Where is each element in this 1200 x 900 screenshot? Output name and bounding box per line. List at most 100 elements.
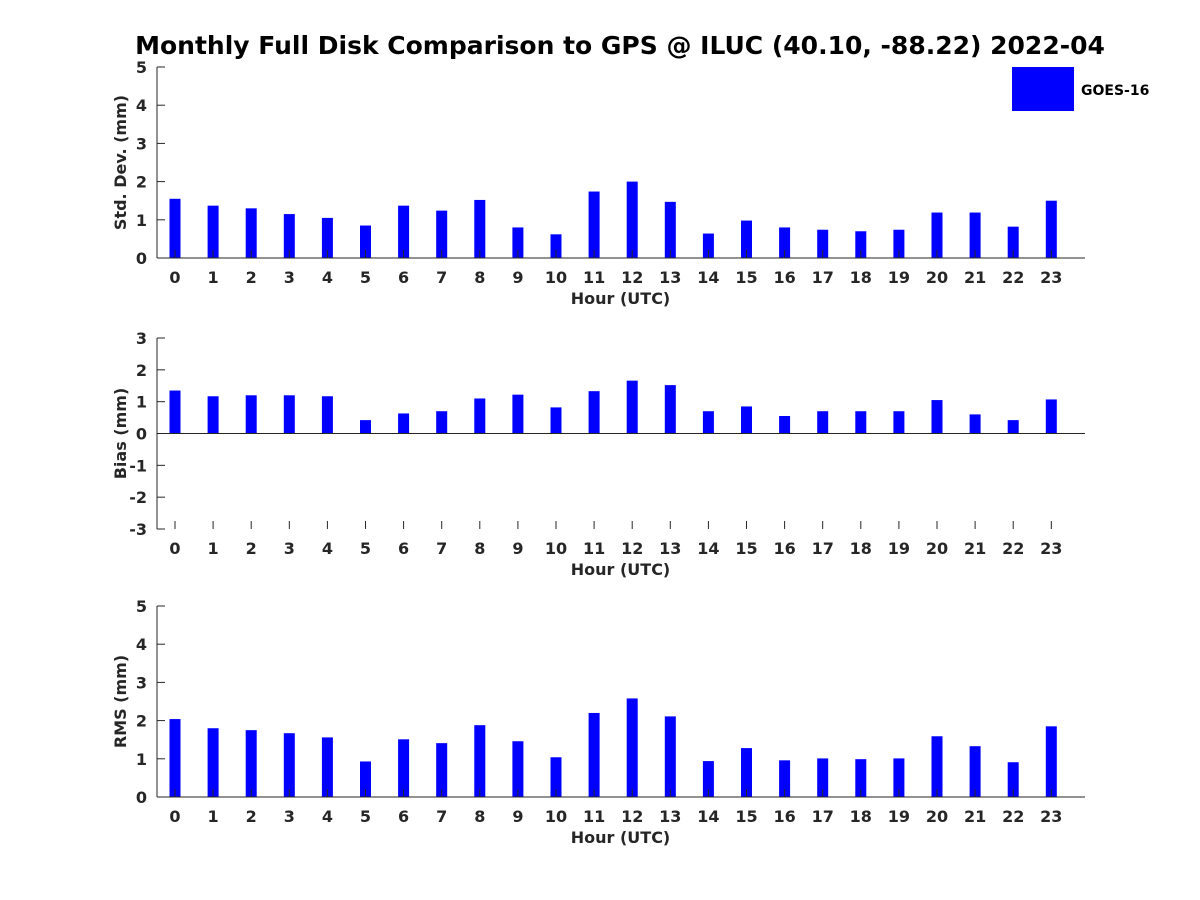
rms-bar-5 — [360, 761, 371, 797]
bias-x-tick-label: 21 — [964, 539, 986, 558]
std-dev-x-tick-label: 9 — [512, 268, 523, 287]
bias-x-tick-label: 17 — [812, 539, 834, 558]
std-dev-bar-18 — [855, 231, 867, 258]
rms-bar-2 — [245, 730, 257, 797]
rms-x-tick-label: 2 — [246, 807, 257, 826]
std-dev-x-tick-label: 11 — [583, 268, 605, 287]
rms-bar-20 — [931, 736, 943, 797]
rms-y-tick-label: 1 — [136, 750, 147, 769]
std-dev-x-tick-label: 21 — [964, 268, 986, 287]
rms-x-tick-label: 12 — [621, 807, 643, 826]
bias-x-tick-label: 4 — [322, 539, 333, 558]
bias-bar-2 — [245, 395, 257, 434]
bias-bar-18 — [855, 411, 867, 434]
std-dev-bar-14 — [702, 233, 714, 258]
bias-x-tick-label: 2 — [246, 539, 257, 558]
std-dev-bar-2 — [245, 208, 257, 258]
std-dev-y-tick-label: 5 — [136, 58, 147, 77]
legend-label: GOES-16 — [1081, 83, 1149, 99]
rms-x-tick-label: 17 — [812, 807, 834, 826]
rms-bar-6 — [398, 739, 410, 797]
bias-x-tick-label: 16 — [773, 539, 795, 558]
bias-x-tick-label: 10 — [545, 539, 567, 558]
bias-bar-23 — [1045, 399, 1057, 434]
rms-bar-15 — [741, 748, 752, 797]
bias-x-tick-label: 8 — [474, 539, 485, 558]
std-dev-bar-0 — [169, 198, 181, 258]
legend: GOES-16 — [1012, 67, 1149, 111]
bias-y-tick-label: -2 — [129, 488, 147, 507]
bias-y-tick-label: 1 — [136, 393, 147, 412]
std-dev-bar-11 — [588, 191, 600, 258]
bias-bar-10 — [550, 407, 562, 434]
rms-y-tick-label: 0 — [136, 788, 147, 807]
rms-x-tick-label: 10 — [545, 807, 567, 826]
bias-bar-20 — [931, 400, 943, 434]
bias-bar-1 — [207, 396, 219, 434]
bias-x-tick-label: 18 — [850, 539, 872, 558]
rms-bar-1 — [207, 728, 219, 797]
std-dev-x-tick-label: 22 — [1002, 268, 1024, 287]
std-dev-bar-8 — [474, 199, 486, 258]
std-dev-x-tick-label: 18 — [850, 268, 872, 287]
bias-x-tick-label: 6 — [398, 539, 409, 558]
std-dev-bar-10 — [550, 234, 562, 258]
rms-bar-23 — [1045, 726, 1057, 797]
bias-bar-3 — [283, 395, 295, 434]
rms-x-tick-label: 6 — [398, 807, 409, 826]
rms-x-tick-label: 8 — [474, 807, 485, 826]
std-dev-x-tick-label: 5 — [360, 268, 371, 287]
rms-bar-13 — [664, 716, 676, 797]
std-dev-x-tick-label: 4 — [322, 268, 333, 287]
rms-y-tick-label: 5 — [136, 597, 147, 616]
rms-x-tick-label: 11 — [583, 807, 605, 826]
std-dev-bar-21 — [969, 212, 981, 258]
rms-x-tick-label: 22 — [1002, 807, 1024, 826]
std-dev-x-tick-label: 8 — [474, 268, 485, 287]
rms-y-axis-label: RMS (mm) — [111, 655, 130, 748]
rms-x-tick-label: 5 — [360, 807, 371, 826]
rms-x-tick-label: 0 — [169, 807, 180, 826]
rms-bar-17 — [817, 758, 829, 797]
rms-bar-14 — [702, 761, 714, 797]
bias-x-tick-label: 3 — [284, 539, 295, 558]
bias-bar-16 — [779, 415, 791, 434]
rms-bar-7 — [436, 743, 448, 797]
bias-x-tick-label: 11 — [583, 539, 605, 558]
bias-x-tick-label: 19 — [888, 539, 910, 558]
rms-x-tick-label: 15 — [735, 807, 757, 826]
rms-x-tick-label: 18 — [850, 807, 872, 826]
std-dev-bar-13 — [664, 201, 676, 258]
bias-x-tick-label: 9 — [512, 539, 523, 558]
std-dev-x-tick-label: 14 — [697, 268, 719, 287]
std-dev-x-tick-label: 13 — [659, 268, 681, 287]
bias-bar-12 — [626, 380, 638, 434]
std-dev-y-tick-label: 2 — [136, 173, 147, 192]
std-dev-x-tick-label: 19 — [888, 268, 910, 287]
rms-bar-19 — [893, 758, 905, 797]
rms-x-axis-label: Hour (UTC) — [571, 828, 671, 847]
std-dev-bar-15 — [741, 220, 752, 258]
rms-bar-18 — [855, 759, 867, 797]
std-dev-x-tick-label: 3 — [284, 268, 295, 287]
std-dev-bar-3 — [283, 214, 295, 258]
rms-x-tick-label: 7 — [436, 807, 447, 826]
bias-bar-6 — [398, 413, 410, 434]
std-dev-bar-16 — [779, 227, 791, 258]
rms-x-tick-label: 19 — [888, 807, 910, 826]
rms-bar-9 — [512, 741, 524, 797]
bias-bar-15 — [741, 406, 752, 434]
bias-bar-9 — [512, 394, 524, 434]
bias-x-tick-label: 0 — [169, 539, 180, 558]
std-dev-x-tick-label: 1 — [208, 268, 219, 287]
rms-bar-16 — [779, 760, 791, 797]
std-dev-y-tick-label: 3 — [136, 134, 147, 153]
rms-x-tick-label: 9 — [512, 807, 523, 826]
std-dev-bar-7 — [436, 210, 448, 258]
bias-bar-21 — [969, 414, 981, 434]
bias-bar-5 — [360, 420, 371, 434]
bias-bar-17 — [817, 411, 829, 434]
bias-x-tick-label: 7 — [436, 539, 447, 558]
